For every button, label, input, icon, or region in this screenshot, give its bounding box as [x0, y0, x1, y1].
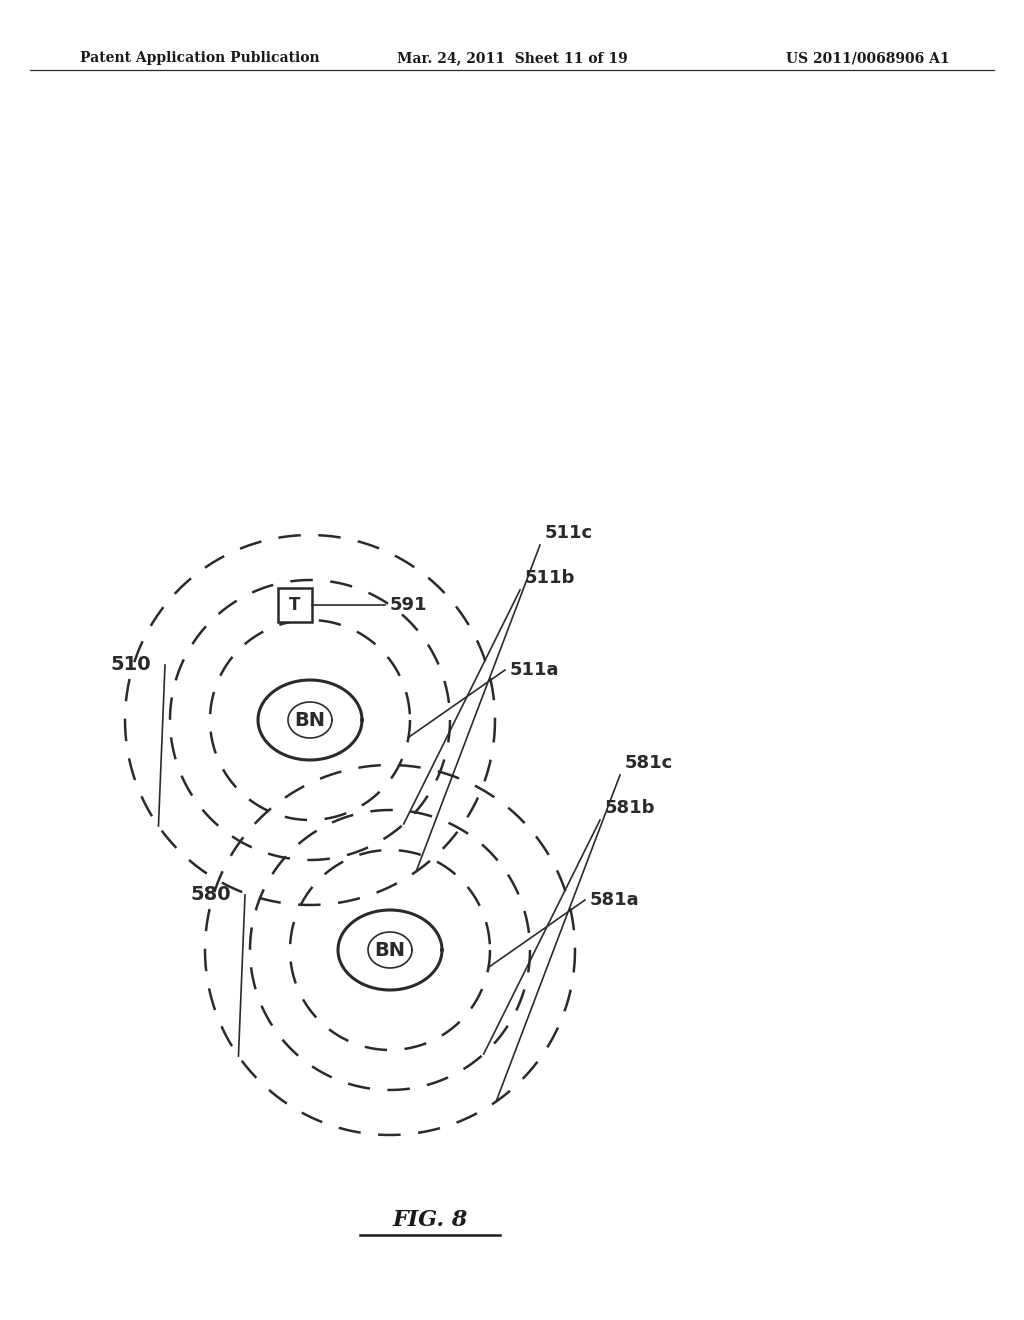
- Text: 511b: 511b: [525, 569, 575, 587]
- Text: BN: BN: [375, 940, 406, 960]
- Text: 581b: 581b: [605, 799, 655, 817]
- Text: 580: 580: [190, 886, 230, 904]
- Text: 591: 591: [390, 597, 427, 614]
- Text: Mar. 24, 2011  Sheet 11 of 19: Mar. 24, 2011 Sheet 11 of 19: [396, 51, 628, 65]
- Text: 581a: 581a: [590, 891, 640, 909]
- Text: 511a: 511a: [510, 661, 559, 678]
- Text: Patent Application Publication: Patent Application Publication: [80, 51, 319, 65]
- Text: 510: 510: [110, 656, 151, 675]
- Text: 511c: 511c: [545, 524, 593, 543]
- Text: FIG. 8: FIG. 8: [392, 1209, 468, 1232]
- Text: 581c: 581c: [625, 754, 673, 772]
- Bar: [278, 587, 312, 622]
- Text: T: T: [290, 597, 301, 614]
- Text: US 2011/0068906 A1: US 2011/0068906 A1: [786, 51, 950, 65]
- Text: BN: BN: [295, 710, 326, 730]
